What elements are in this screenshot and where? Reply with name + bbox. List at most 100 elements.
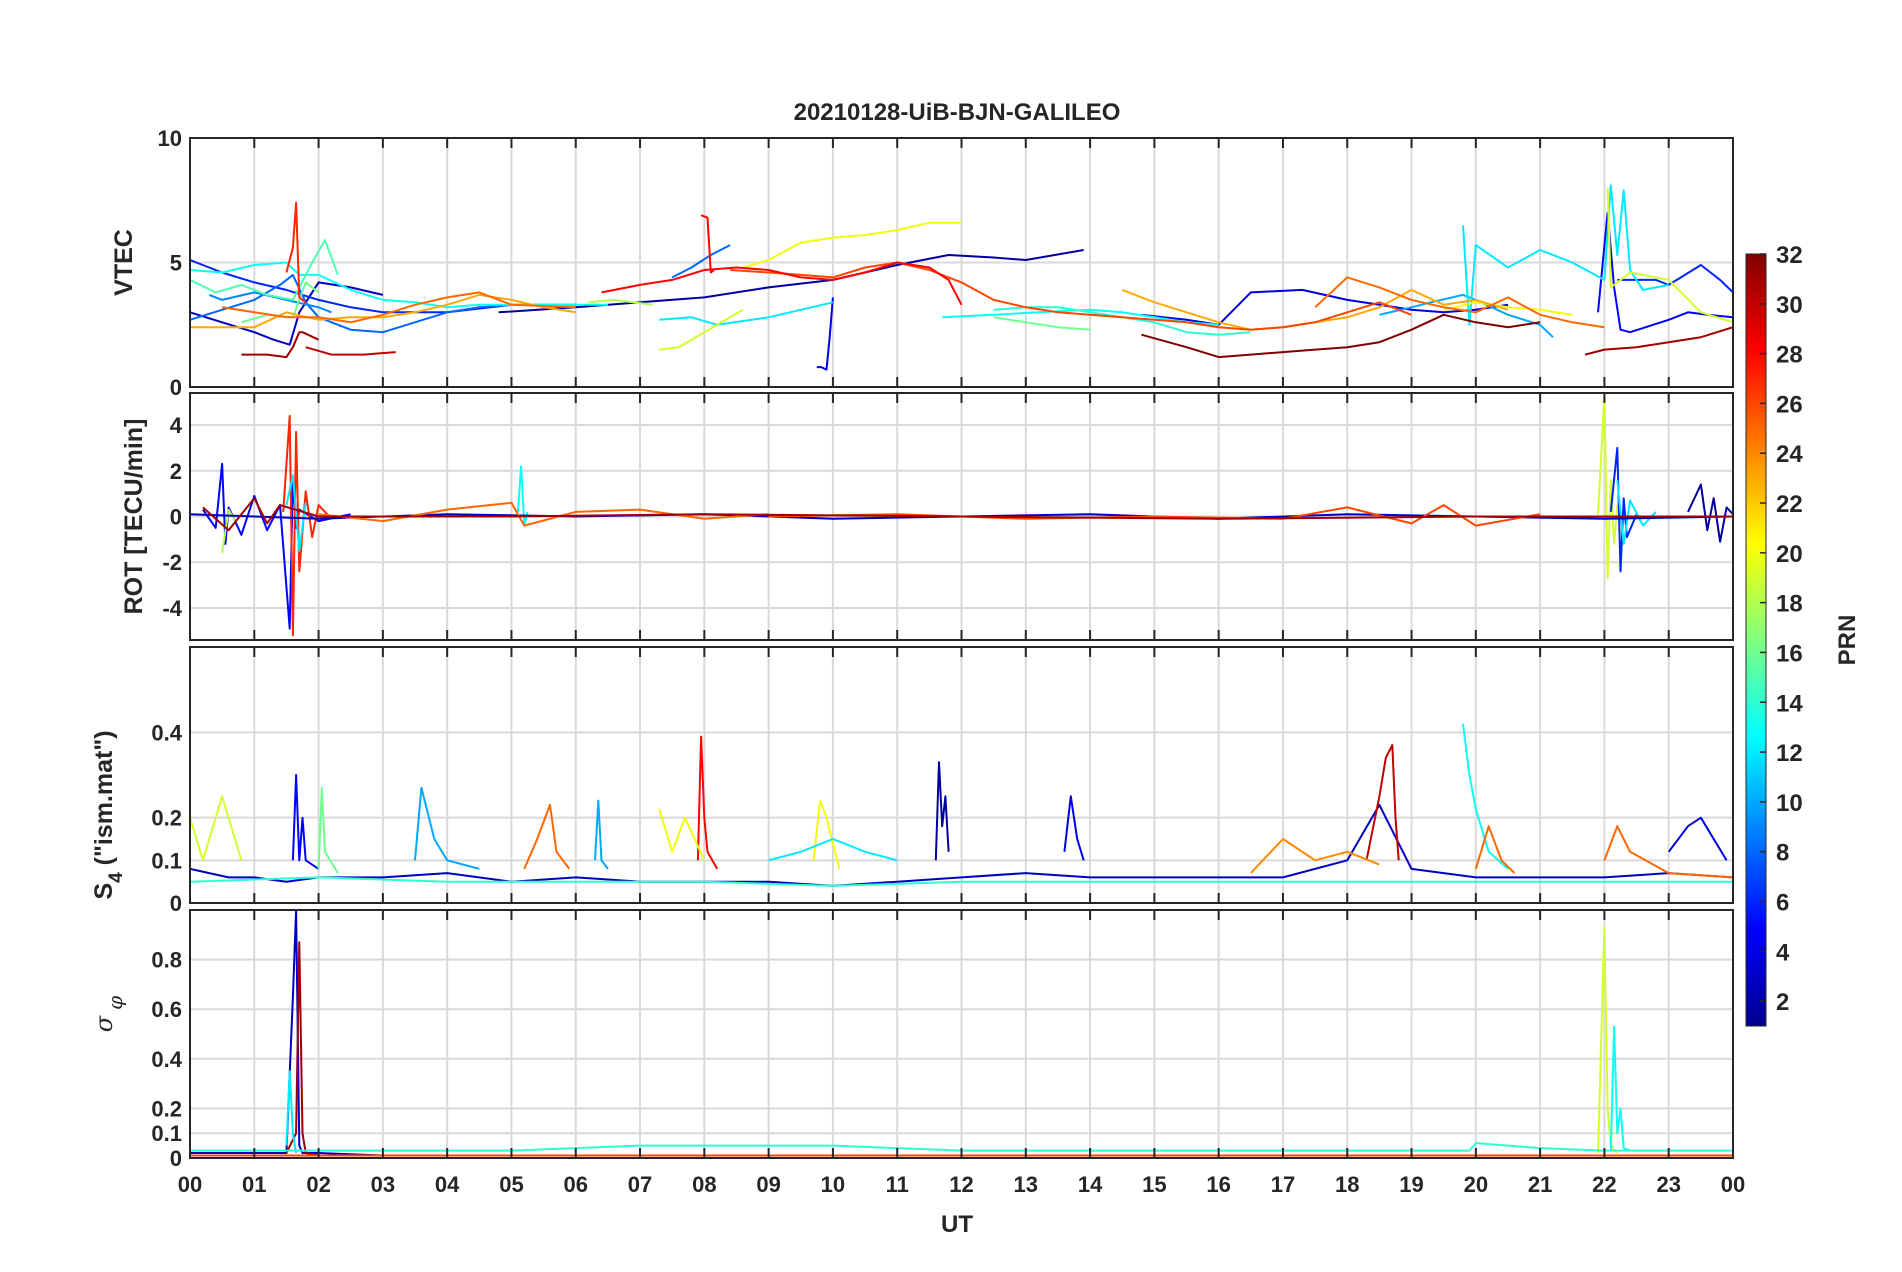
figure-title: 20210128-UiB-BJN-GALILEO: [794, 99, 1121, 126]
x-tick-label: 11: [886, 1172, 909, 1197]
series-line-prn-16: [317, 786, 339, 874]
y-axis-label-subscript: φ: [103, 996, 127, 1010]
series-line-prn-12: [285, 474, 307, 552]
series-line-prn-20: [1443, 301, 1573, 316]
y-axis-label-main: σ: [90, 1015, 118, 1032]
series-line-prn-16: [993, 316, 1091, 331]
x-tick-label: 14: [1078, 1172, 1103, 1197]
x-tick-label: 16: [1206, 1172, 1230, 1197]
colorbar-label: PRN: [1834, 615, 1861, 666]
series-line-prn-18: [588, 298, 654, 306]
x-tick-label: 18: [1335, 1172, 1359, 1197]
series-line-prn-19: [659, 308, 744, 351]
series-line-prn-25: [1603, 825, 1733, 879]
series-line-prn-28: [700, 214, 715, 274]
series-line-prn-32: [1141, 313, 1541, 359]
colorbar-tick-label: 10: [1776, 790, 1803, 817]
series-line-prn-30: [305, 346, 396, 356]
y-tick-label: 0.2: [151, 806, 182, 831]
series-line-prn-19: [190, 795, 243, 862]
series-line-prn-31: [1584, 326, 1733, 356]
y-axis-label-subscript: 4: [106, 872, 127, 883]
series-line-prn-6: [190, 259, 576, 314]
x-tick-label: 22: [1592, 1172, 1616, 1197]
series-line-prn-10: [594, 799, 609, 870]
x-tick-label: 09: [756, 1172, 780, 1197]
y-tick-label: -4: [162, 596, 182, 621]
series-line-prn-5: [291, 774, 320, 870]
colorbar-tick-label: 2: [1776, 989, 1789, 1016]
x-tick-label: 02: [306, 1172, 330, 1197]
y-axis-label: σφ: [90, 996, 127, 1032]
y-axis-label: VTEC: [110, 229, 138, 296]
colorbar-gradient: [1745, 253, 1767, 1027]
series-line-prn-4: [816, 297, 834, 371]
y-tick-label: 0: [170, 1146, 182, 1171]
colorbar-tick-label: 14: [1776, 690, 1803, 717]
y-tick-label: 0: [170, 505, 182, 530]
x-tick-label: 19: [1399, 1172, 1423, 1197]
y-tick-label: 0.4: [151, 720, 182, 745]
y-tick-label: 4: [170, 413, 183, 438]
series-line-prn-19: [1597, 926, 1619, 1154]
series-line-prn-18: [221, 508, 236, 554]
x-tick-label: 21: [1528, 1172, 1552, 1197]
y-tick-label: 0.4: [151, 1047, 182, 1072]
colorbar-tick-label: 4: [1776, 939, 1790, 966]
x-tick-label: 23: [1656, 1172, 1680, 1197]
panel-vtec: 0 5 10 VTEC: [110, 126, 1734, 400]
series-group: [190, 184, 1733, 371]
colorbar-tick-label: 30: [1776, 292, 1803, 319]
panel-sigma_phi: 00.10.2 0.4 0.6 0.8 σφ: [90, 909, 1734, 1171]
y-tick-label: 0.2: [151, 1096, 182, 1121]
series-line-prn-13: [516, 465, 529, 527]
series-line-prn-13: [190, 261, 608, 309]
series-line-prn-3: [190, 803, 1733, 887]
series-line-prn-10: [414, 786, 480, 870]
series-line-prn-15: [190, 239, 339, 301]
series-line-prn-23: [190, 293, 576, 329]
series-line-prn-14: [190, 876, 1733, 887]
panel-rot: -4 -2 0 2 4 ROT [TECU/min]: [120, 392, 1734, 641]
series-line-prn-4: [1063, 795, 1085, 861]
colorbar-tick-label: 16: [1776, 640, 1803, 667]
y-tick-label: -2: [162, 550, 182, 575]
series-line-prn-25: [523, 803, 571, 870]
colorbar-tick-label: 22: [1776, 491, 1803, 518]
y-tick-label: 0: [170, 891, 182, 916]
x-axis: 00 01 02 03 04 05 06 07 08 09 10 11 12 13 14 15 16 17 18 19…: [178, 1172, 1745, 1197]
series-line-prn-13: [1609, 1025, 1631, 1152]
x-tick-label: 01: [242, 1172, 266, 1197]
series-line-prn-12: [1616, 479, 1657, 545]
series-line-prn-20: [658, 808, 706, 861]
colorbar-tick-label: 12: [1776, 740, 1803, 767]
series-line-prn-12: [285, 1070, 298, 1154]
colorbar-tick-label: 6: [1776, 889, 1789, 916]
x-tick-label: 07: [628, 1172, 652, 1197]
colorbar-tick-label: 20: [1776, 541, 1803, 568]
series-line-prn-28: [696, 735, 719, 870]
series-line-prn-20: [742, 221, 962, 269]
colorbar-tick-label: 32: [1776, 242, 1803, 269]
x-tick-label: 15: [1142, 1172, 1166, 1197]
x-tick-label: 13: [1014, 1172, 1038, 1197]
series-line-prn-12: [1462, 184, 1669, 326]
colorbar-tick-label: 8: [1776, 840, 1789, 867]
x-tick-label: 04: [435, 1172, 460, 1197]
series-line-prn-26: [730, 261, 1412, 331]
series-line-prn-25: [1314, 276, 1605, 329]
series-line-prn-31: [241, 331, 320, 359]
y-tick-label: 0.1: [151, 1121, 182, 1146]
series-line-prn-12: [659, 301, 834, 326]
series-line-prn-2: [934, 761, 950, 861]
series-line-prn-28: [601, 261, 963, 306]
panel-s4: 0 0.1 0.2 0.4 S4 ("ism.mat"): [90, 646, 1734, 916]
y-axis-label: ROT [TECU/min]: [120, 419, 148, 615]
x-axis-label: UT: [941, 1211, 973, 1238]
y-tick-label: 5: [170, 251, 182, 276]
series-line-prn-12: [768, 838, 898, 862]
series-line-prn-30: [1365, 744, 1400, 861]
x-tick-label: 08: [692, 1172, 716, 1197]
